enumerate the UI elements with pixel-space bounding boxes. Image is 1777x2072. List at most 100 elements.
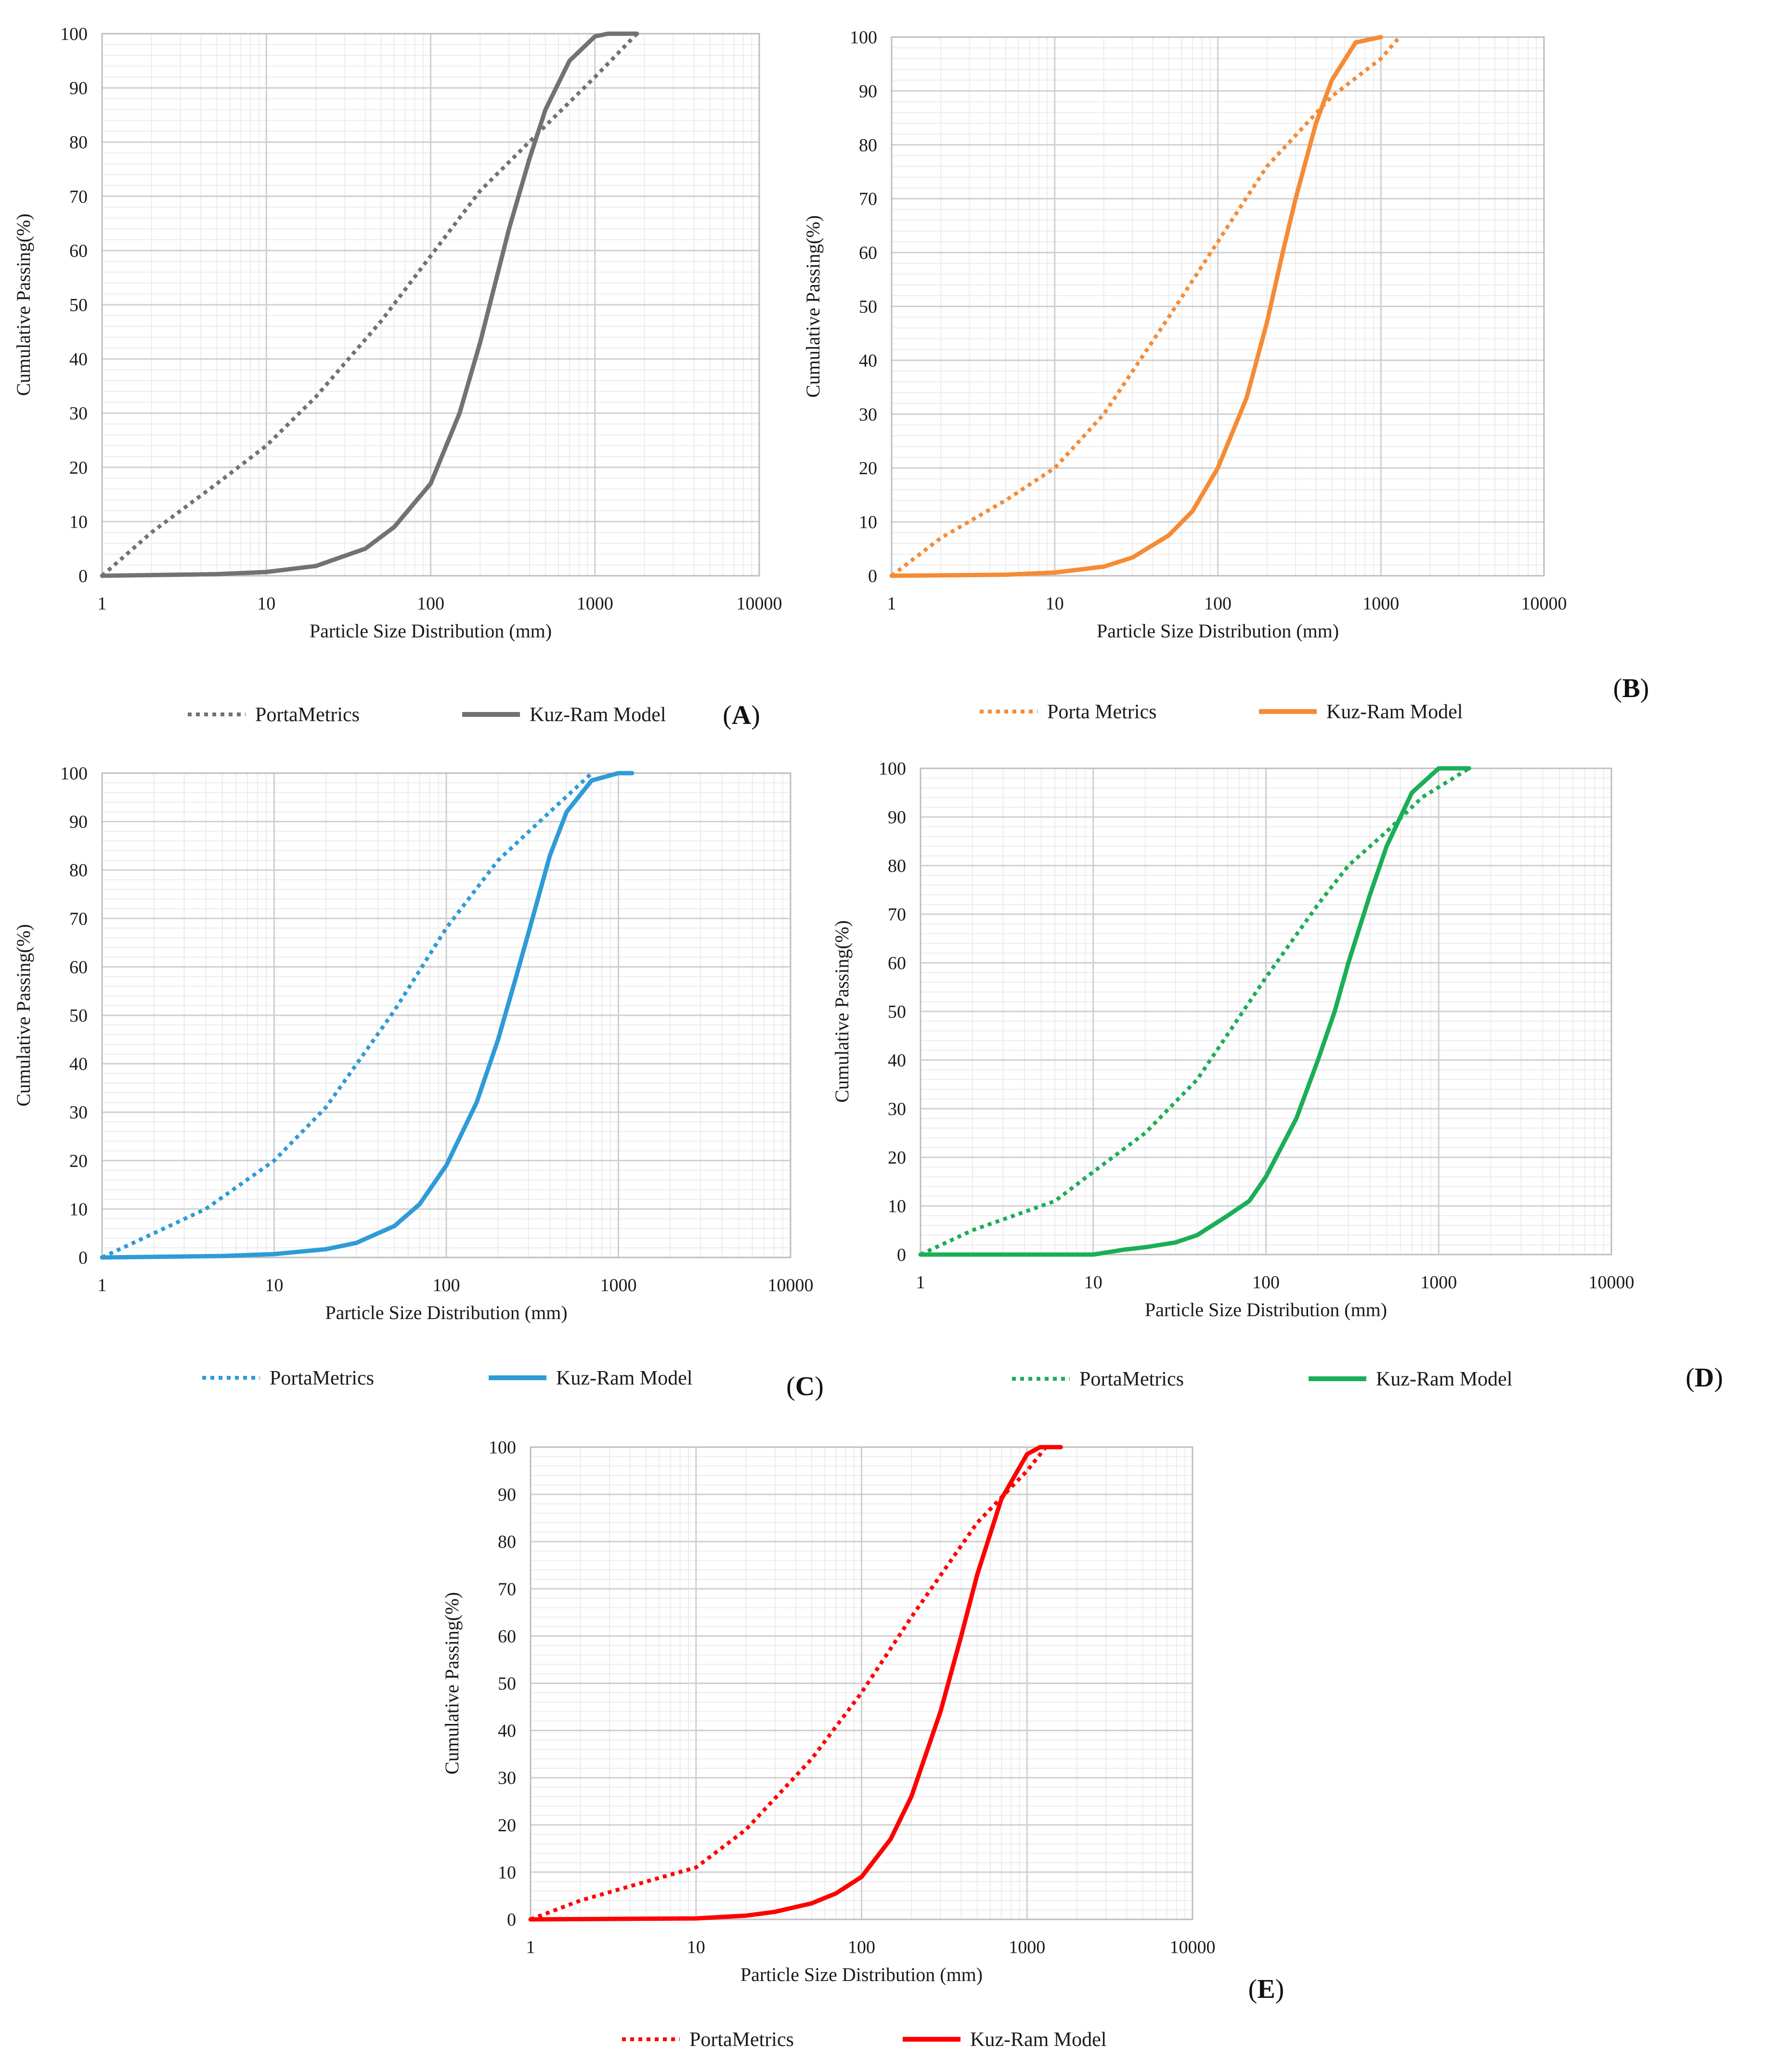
y-tick-label: 80	[69, 132, 88, 153]
panel-label-open: (	[1613, 673, 1622, 703]
x-tick-label: 10	[1046, 594, 1064, 614]
y-tick-label: 100	[60, 764, 88, 784]
legend: PortaMetrics Kuz-Ram Model	[202, 1367, 692, 1389]
y-tick-label: 20	[69, 458, 88, 478]
panel-label: (C)	[786, 1372, 824, 1401]
y-axis-title: Cumulative Passing(%)	[802, 215, 824, 398]
panel-label: (E)	[1248, 1974, 1284, 2004]
x-tick-label: 1	[916, 1272, 925, 1293]
y-tick-label: 70	[498, 1579, 516, 1599]
y-tick-label: 100	[879, 759, 906, 779]
legend-label: PortaMetrics	[270, 1367, 374, 1389]
panel-label: (D)	[1686, 1363, 1723, 1393]
series-line-portametrics	[101, 32, 638, 578]
panel-label-open: (	[1248, 1974, 1258, 2004]
y-tick-label: 50	[859, 297, 877, 317]
series-line-portametrics	[890, 36, 1401, 578]
y-tick-label: 20	[69, 1151, 88, 1171]
x-tick-label: 1000	[577, 594, 613, 614]
panel-label: (A)	[723, 700, 760, 730]
y-tick-label: 30	[69, 1102, 88, 1123]
y-tick-label: 50	[69, 295, 88, 315]
y-axis-title: Cumulative Passing(%)	[13, 214, 34, 396]
x-axis-title: Particle Size Distribution (mm)	[310, 620, 552, 642]
panel-label-close: )	[815, 1372, 824, 1401]
x-tick-label: 100	[433, 1275, 460, 1295]
y-tick-label: 40	[888, 1050, 906, 1071]
y-tick-label: 20	[859, 458, 877, 479]
plot-frame	[101, 772, 791, 1258]
legend: PortaMetrics Kuz-Ram Model	[622, 2029, 1106, 2051]
y-tick-label: 30	[498, 1768, 516, 1788]
y-tick-label: 80	[888, 856, 906, 876]
series-line-kuz-ram	[100, 771, 635, 1260]
y-tick-label: 20	[498, 1815, 516, 1836]
series-line-portametrics	[530, 1446, 1048, 1921]
legend-label: PortaMetrics	[1079, 1368, 1184, 1390]
x-tick-label: 10	[257, 594, 275, 614]
y-tick-label: 30	[859, 404, 877, 425]
x-tick-label: 1000	[600, 1275, 637, 1295]
legend-label: PortaMetrics	[689, 2029, 794, 2051]
panel-label-open: (	[723, 700, 732, 730]
plot-frame	[101, 33, 760, 577]
panel-label-letter: B	[1622, 673, 1640, 703]
x-tick-label: 100	[1204, 594, 1232, 614]
panel-label-close: )	[1275, 1974, 1284, 2004]
panel-label-letter: E	[1257, 1974, 1275, 2004]
series-line-kuz-ram	[528, 1445, 1063, 1922]
y-tick-label: 10	[888, 1196, 906, 1217]
x-tick-label: 10000	[1521, 594, 1567, 614]
x-axis-title: Particle Size Distribution (mm)	[1097, 620, 1339, 642]
y-tick-label: 0	[507, 1910, 516, 1930]
x-tick-label: 100	[1252, 1272, 1280, 1293]
panel-label-letter: D	[1695, 1363, 1714, 1393]
y-tick-label: 80	[69, 860, 88, 881]
panel-label-close: )	[1640, 673, 1649, 703]
legend-label: Kuz-Ram Model	[970, 2029, 1106, 2051]
y-tick-label: 10	[498, 1863, 516, 1883]
x-tick-label: 1	[98, 594, 107, 614]
y-axis-title: Cumulative Passing(%)	[831, 920, 853, 1103]
panel-label-close: )	[751, 700, 760, 730]
legend-label: Kuz-Ram Model	[530, 704, 666, 726]
y-tick-label: 60	[888, 953, 906, 973]
y-tick-label: 50	[888, 1002, 906, 1022]
x-tick-label: 100	[848, 1937, 875, 1957]
x-tick-label: 10000	[737, 594, 782, 614]
y-tick-label: 60	[498, 1626, 516, 1646]
y-tick-label: 30	[69, 403, 88, 424]
legend-label: Kuz-Ram Model	[556, 1367, 692, 1389]
panel-label-letter: A	[732, 700, 752, 730]
panel-label-letter: C	[795, 1372, 815, 1401]
x-tick-label: 10000	[768, 1275, 814, 1295]
panel-label-open: (	[1686, 1363, 1695, 1393]
y-tick-label: 40	[69, 350, 88, 370]
y-tick-label: 70	[859, 189, 877, 209]
y-tick-label: 0	[868, 566, 877, 586]
y-tick-label: 70	[69, 187, 88, 207]
legend: PortaMetrics Kuz-Ram Model	[188, 704, 666, 726]
x-tick-label: 1000	[1362, 594, 1399, 614]
plot-frame	[920, 767, 1612, 1256]
legend-label: PortaMetrics	[255, 704, 360, 726]
series-line-kuz-ram	[889, 35, 1383, 578]
y-tick-label: 0	[78, 1248, 88, 1268]
y-tick-label: 100	[60, 24, 88, 44]
plot-frame	[530, 1446, 1193, 1920]
series-line-portametrics	[920, 766, 1470, 1256]
panel-label-open: (	[786, 1372, 795, 1401]
y-tick-label: 100	[489, 1437, 516, 1458]
y-tick-label: 90	[69, 78, 88, 99]
y-tick-label: 90	[69, 812, 88, 832]
y-tick-label: 90	[859, 81, 877, 102]
y-tick-label: 60	[859, 243, 877, 263]
y-tick-label: 40	[859, 350, 877, 371]
legend-label: Kuz-Ram Model	[1376, 1368, 1512, 1390]
